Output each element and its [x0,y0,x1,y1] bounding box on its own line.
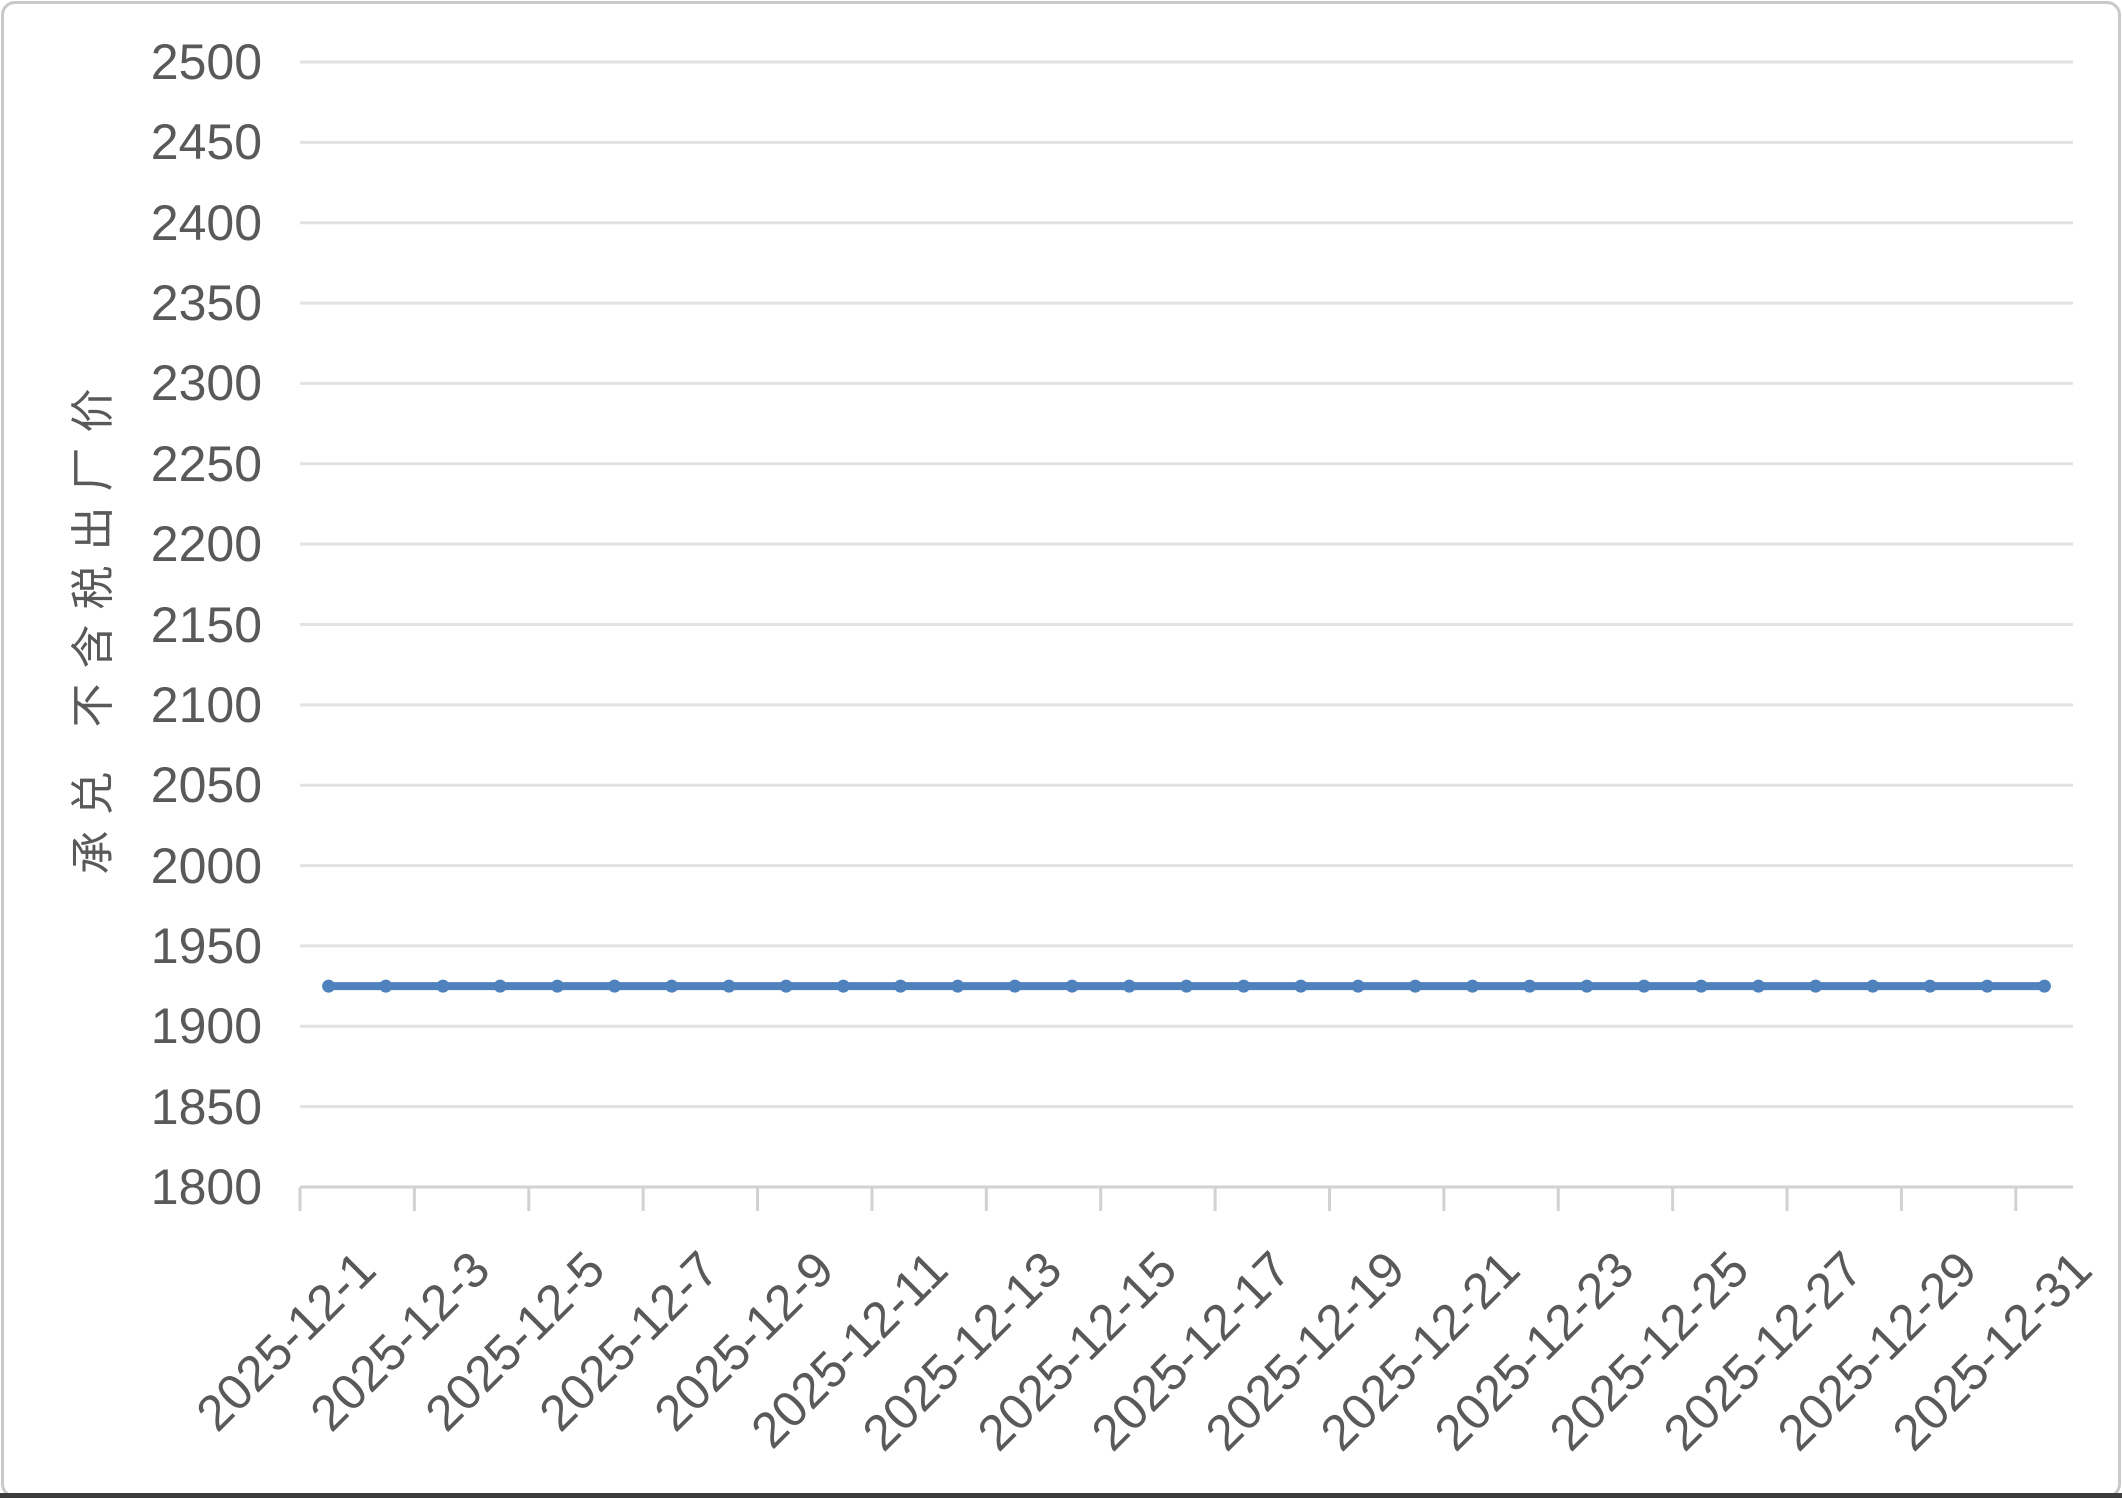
data-point-marker [665,979,679,993]
data-point-marker [1580,979,1594,993]
data-point-marker [1523,979,1537,993]
data-point-marker [379,979,393,993]
data-point-marker [1122,979,1136,993]
data-point-marker [1180,979,1193,993]
y-tick-label: 1950 [150,917,262,974]
y-tick-label: 2050 [150,757,262,814]
y-tick-label: 2200 [150,516,262,573]
data-point-marker [951,979,965,993]
y-tick-label: 2300 [150,355,262,412]
y-tick-label: 2000 [150,837,262,894]
data-point-marker [1694,979,1708,993]
y-tick-label: 1800 [150,1159,262,1215]
data-point-marker [1065,979,1079,993]
y-tick-label: 2450 [150,114,262,171]
data-point-marker [2037,979,2051,993]
data-point-marker [1809,979,1823,993]
data-point-marker [1008,979,1022,993]
y-tick-label: 2350 [150,275,262,332]
data-point-marker [493,979,507,993]
data-point-marker [722,979,736,993]
data-point-marker [1408,979,1422,993]
y-tick-label: 2500 [150,34,262,90]
data-point-marker [1294,979,1308,993]
data-point-marker [836,979,850,993]
y-tick-label: 2250 [150,435,262,492]
y-tick-label: 1850 [150,1078,262,1135]
data-point-marker [1751,979,1765,993]
data-point-marker [1465,979,1479,993]
data-point-marker [1866,979,1880,993]
data-point-marker [1923,979,1937,993]
y-tick-label: 2400 [150,194,262,251]
data-point-marker [1351,979,1365,993]
data-point-marker [1237,979,1251,993]
bottom-window-edge [0,1493,2122,1498]
y-tick-label: 2150 [150,596,262,653]
data-point-marker [608,979,622,993]
data-point-marker [436,979,450,993]
data-point-marker [894,979,908,993]
data-point-marker [779,979,793,993]
line-chart-plot-area [298,60,2073,1211]
data-point-marker [550,979,564,993]
y-tick-label: 2100 [150,676,262,733]
y-tick-label: 1900 [150,998,262,1055]
data-point-marker [1637,979,1651,993]
data-point-marker [322,979,336,993]
data-point-marker [1980,979,1994,993]
